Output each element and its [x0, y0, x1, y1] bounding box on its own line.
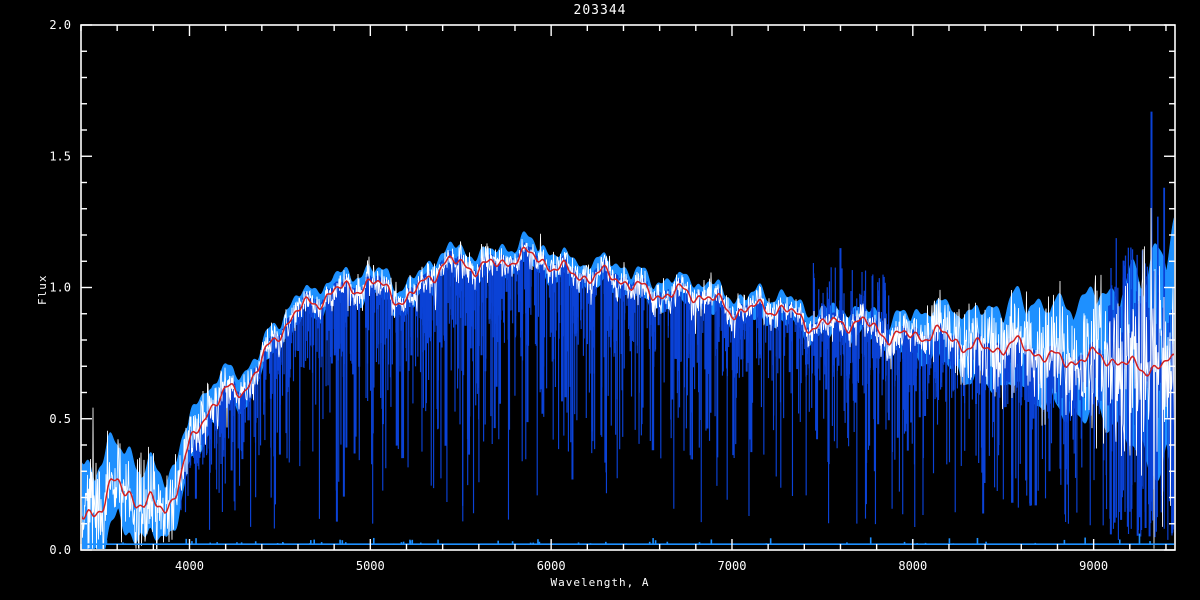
svg-text:0.0: 0.0	[49, 543, 71, 557]
zero-error-line-layer	[82, 533, 1174, 546]
svg-text:1.5: 1.5	[49, 149, 71, 163]
svg-text:0.5: 0.5	[49, 412, 71, 426]
axes-layer: 0.0 0.5 1.0 1.5 2.0 4000 5000 6000 7000 8000 9000	[49, 18, 1176, 573]
svg-text:6000: 6000	[537, 559, 566, 573]
svg-text:1.0: 1.0	[49, 281, 71, 295]
model-fit-layer	[82, 246, 1174, 520]
svg-text:5000: 5000	[356, 559, 385, 573]
error-band-layer	[82, 217, 1174, 549]
svg-text:8000: 8000	[898, 559, 927, 573]
x-axis-label: Wavelength, A	[550, 576, 650, 589]
svg-text:4000: 4000	[175, 559, 204, 573]
page-title: 203344	[573, 3, 627, 18]
svg-text:2.0: 2.0	[49, 18, 71, 32]
svg-text:9000: 9000	[1079, 559, 1108, 573]
svg-text:7000: 7000	[718, 559, 747, 573]
